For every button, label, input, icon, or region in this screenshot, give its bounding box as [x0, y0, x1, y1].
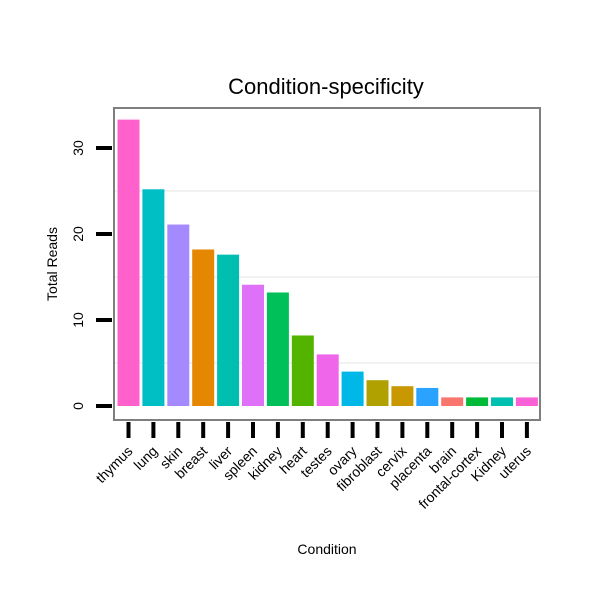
y-tick-label: 10: [70, 312, 86, 328]
bar-spleen: [242, 284, 264, 406]
bar-frontal-cortex: [466, 397, 489, 406]
bar-testes: [316, 354, 339, 406]
bar-uterus: [515, 397, 538, 406]
x-axis: thymuslungskinbreastliverspleenkidneyhea…: [92, 422, 534, 512]
bar-breast: [192, 249, 215, 406]
bar-kidney: [266, 292, 289, 406]
bar-skin: [167, 224, 190, 406]
chart-title: Condition-specificity: [228, 74, 424, 99]
bar-thymus: [117, 119, 140, 407]
y-tick-label: 20: [70, 226, 86, 242]
bar-cervix: [391, 386, 414, 406]
bar-kidney: [491, 397, 513, 406]
y-tick-label: 0: [70, 402, 86, 410]
bar-lung: [142, 189, 165, 406]
bar-heart: [291, 335, 314, 406]
bar-ovary: [341, 371, 364, 406]
bar-liver: [217, 254, 240, 406]
bar-placenta: [416, 387, 439, 406]
bars: [117, 119, 538, 407]
y-axis-label: Total Reads: [44, 227, 60, 301]
plot-frame: [113, 107, 541, 421]
x-tick-label: lung: [130, 443, 160, 473]
x-axis-label: Condition: [297, 541, 356, 557]
y-tick-label: 30: [70, 140, 86, 156]
bar-brain: [441, 397, 464, 406]
x-tick-label: thymus: [92, 443, 135, 486]
y-axis: 0 10 20 30: [70, 140, 112, 410]
bar-fibroblast: [366, 380, 389, 406]
